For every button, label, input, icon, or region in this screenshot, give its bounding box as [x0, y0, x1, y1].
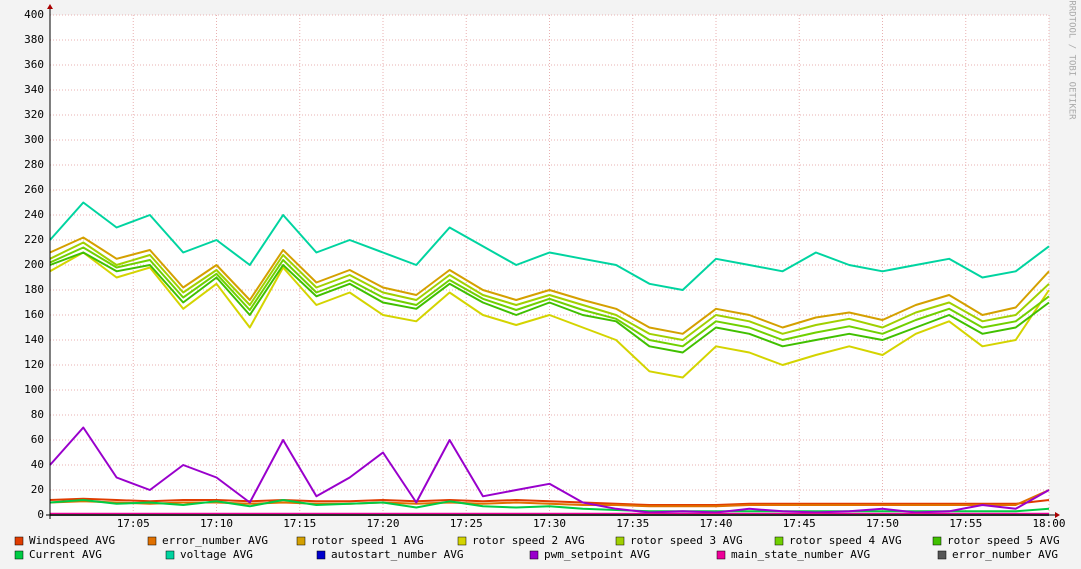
y-tick-label: 160 [24, 308, 44, 321]
y-tick-label: 60 [31, 433, 44, 446]
y-tick-label: 140 [24, 333, 44, 346]
legend-label: autostart_number AVG [331, 548, 463, 561]
x-tick-label: 17:25 [450, 517, 483, 530]
legend-label: error_number AVG [162, 534, 268, 547]
legend-label: main_state_number AVG [731, 548, 870, 561]
x-tick-label: 17:35 [616, 517, 649, 530]
legend-label: rotor speed 5 AVG [947, 534, 1060, 547]
x-tick-label: 17:15 [283, 517, 316, 530]
legend-swatch [457, 536, 467, 546]
legend-label: rotor speed 3 AVG [630, 534, 743, 547]
legend-swatch [932, 536, 942, 546]
legend-swatch [937, 550, 947, 560]
x-tick-label: 17:55 [949, 517, 982, 530]
x-tick-label: 17:45 [783, 517, 816, 530]
series-line [49, 236, 1050, 335]
legend-swatch [14, 536, 24, 546]
watermark: RRDTOOL / TOBI OETIKER [1067, 0, 1077, 120]
series-line [49, 489, 1050, 508]
series-line [49, 241, 1050, 341]
series-line [49, 497, 1050, 506]
x-tick-label: 17:50 [866, 517, 899, 530]
x-tick-label: 17:20 [366, 517, 399, 530]
y-tick-label: 20 [31, 483, 44, 496]
legend-swatch [615, 536, 625, 546]
axis-arrow [47, 4, 53, 9]
y-tick-label: 260 [24, 183, 44, 196]
legend-swatch [774, 536, 784, 546]
legend-swatch [14, 550, 24, 560]
y-tick-label: 120 [24, 358, 44, 371]
series-line [49, 251, 1050, 354]
legend-label: rotor speed 1 AVG [311, 534, 424, 547]
legend-swatch [296, 536, 306, 546]
series-line [49, 426, 1050, 514]
x-tick-label: 17:05 [117, 517, 150, 530]
legend-label: Windspeed AVG [29, 534, 115, 547]
x-tick-label: 17:10 [200, 517, 233, 530]
y-tick-label: 80 [31, 408, 44, 421]
y-tick-label: 280 [24, 158, 44, 171]
legend-swatch [716, 550, 726, 560]
legend-swatch [529, 550, 539, 560]
y-tick-label: 380 [24, 33, 44, 46]
series-line [49, 246, 1050, 348]
y-tick-label: 300 [24, 133, 44, 146]
axis-arrow [1055, 512, 1060, 518]
y-tick-label: 200 [24, 258, 44, 271]
legend-swatch [147, 536, 157, 546]
series-line [49, 499, 1050, 513]
legend-label: error_number AVG [952, 548, 1058, 561]
y-tick-label: 340 [24, 83, 44, 96]
x-tick-label: 17:40 [699, 517, 732, 530]
series-line [49, 201, 1050, 291]
legend-label: rotor speed 2 AVG [472, 534, 585, 547]
legend-swatch [165, 550, 175, 560]
legend-label: voltage AVG [180, 548, 253, 561]
legend-swatch [316, 550, 326, 560]
y-tick-label: 180 [24, 283, 44, 296]
y-tick-label: 320 [24, 108, 44, 121]
legend-label: Current AVG [29, 548, 102, 561]
y-tick-label: 40 [31, 458, 44, 471]
series-line [49, 251, 1050, 379]
y-tick-label: 0 [37, 508, 44, 521]
x-tick-label: 18:00 [1032, 517, 1065, 530]
x-tick-label: 17:30 [533, 517, 566, 530]
legend-label: rotor speed 4 AVG [789, 534, 902, 547]
y-tick-label: 220 [24, 233, 44, 246]
y-tick-label: 400 [24, 8, 44, 21]
y-tick-label: 360 [24, 58, 44, 71]
y-tick-label: 240 [24, 208, 44, 221]
legend-label: pwm_setpoint AVG [544, 548, 650, 561]
y-tick-label: 100 [24, 383, 44, 396]
